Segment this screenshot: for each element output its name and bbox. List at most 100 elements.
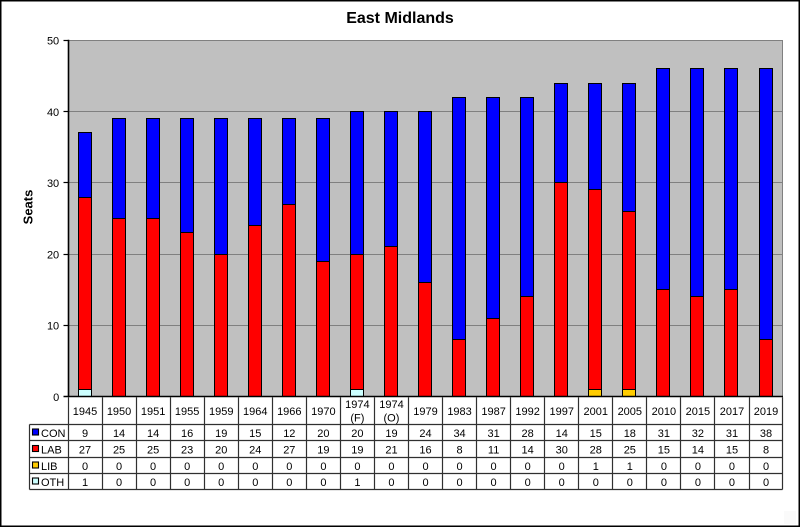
svg-text:31: 31 xyxy=(726,428,738,440)
svg-text:0: 0 xyxy=(184,461,190,473)
svg-text:0: 0 xyxy=(286,477,292,489)
svg-text:0: 0 xyxy=(627,477,633,489)
svg-text:0: 0 xyxy=(286,461,292,473)
svg-text:0: 0 xyxy=(320,461,326,473)
svg-text:19: 19 xyxy=(351,445,363,457)
svg-text:OTH: OTH xyxy=(41,477,64,489)
svg-text:0: 0 xyxy=(695,461,701,473)
svg-text:30: 30 xyxy=(556,445,568,457)
svg-text:30: 30 xyxy=(47,178,59,190)
svg-text:15: 15 xyxy=(726,445,738,457)
svg-text:14: 14 xyxy=(556,428,568,440)
svg-text:1: 1 xyxy=(593,461,599,473)
svg-text:1974: 1974 xyxy=(379,399,403,411)
svg-text:15: 15 xyxy=(590,428,602,440)
svg-text:1974: 1974 xyxy=(345,399,369,411)
svg-text:1964: 1964 xyxy=(243,406,267,418)
svg-text:20: 20 xyxy=(317,428,329,440)
svg-text:Seats: Seats xyxy=(20,190,35,225)
svg-text:1966: 1966 xyxy=(277,406,301,418)
svg-text:0: 0 xyxy=(525,461,531,473)
svg-text:1955: 1955 xyxy=(175,406,199,418)
svg-text:25: 25 xyxy=(624,445,636,457)
svg-text:0: 0 xyxy=(457,461,463,473)
svg-text:18: 18 xyxy=(624,428,636,440)
svg-text:34: 34 xyxy=(453,428,465,440)
svg-text:21: 21 xyxy=(385,445,397,457)
svg-text:(O): (O) xyxy=(384,412,400,424)
svg-text:0: 0 xyxy=(593,477,599,489)
svg-text:2001: 2001 xyxy=(584,406,608,418)
svg-text:1959: 1959 xyxy=(209,406,233,418)
svg-text:1997: 1997 xyxy=(549,406,573,418)
svg-text:14: 14 xyxy=(113,428,125,440)
svg-text:0: 0 xyxy=(422,477,428,489)
svg-text:LAB: LAB xyxy=(41,445,62,457)
svg-text:1: 1 xyxy=(354,477,360,489)
svg-text:0: 0 xyxy=(354,461,360,473)
svg-text:20: 20 xyxy=(47,249,59,261)
svg-text:24: 24 xyxy=(249,445,261,457)
svg-text:31: 31 xyxy=(658,428,670,440)
svg-text:27: 27 xyxy=(79,445,91,457)
svg-text:16: 16 xyxy=(419,445,431,457)
svg-text:0: 0 xyxy=(218,477,224,489)
svg-text:24: 24 xyxy=(419,428,431,440)
svg-text:19: 19 xyxy=(317,445,329,457)
svg-text:28: 28 xyxy=(522,428,534,440)
svg-text:31: 31 xyxy=(487,428,499,440)
svg-text:2015: 2015 xyxy=(686,406,710,418)
svg-text:2019: 2019 xyxy=(754,406,778,418)
svg-text:0: 0 xyxy=(82,461,88,473)
svg-text:15: 15 xyxy=(249,428,261,440)
svg-text:0: 0 xyxy=(150,461,156,473)
svg-text:1945: 1945 xyxy=(73,406,97,418)
svg-text:0: 0 xyxy=(763,477,769,489)
svg-text:9: 9 xyxy=(82,428,88,440)
svg-text:0: 0 xyxy=(53,392,59,404)
svg-text:20: 20 xyxy=(215,445,227,457)
svg-text:0: 0 xyxy=(559,477,565,489)
svg-text:1951: 1951 xyxy=(141,406,165,418)
svg-text:1950: 1950 xyxy=(107,406,131,418)
svg-text:0: 0 xyxy=(661,477,667,489)
svg-text:0: 0 xyxy=(422,461,428,473)
svg-text:25: 25 xyxy=(113,445,125,457)
svg-text:0: 0 xyxy=(457,477,463,489)
svg-text:25: 25 xyxy=(147,445,159,457)
svg-text:0: 0 xyxy=(252,461,258,473)
svg-text:0: 0 xyxy=(525,477,531,489)
svg-text:20: 20 xyxy=(351,428,363,440)
svg-text:15: 15 xyxy=(658,445,670,457)
svg-text:CON: CON xyxy=(41,428,66,440)
svg-text:10: 10 xyxy=(47,321,59,333)
svg-text:40: 40 xyxy=(47,107,59,119)
svg-text:0: 0 xyxy=(218,461,224,473)
svg-text:East Midlands: East Midlands xyxy=(346,10,454,27)
svg-text:1983: 1983 xyxy=(447,406,471,418)
svg-text:0: 0 xyxy=(116,477,122,489)
svg-text:1992: 1992 xyxy=(515,406,539,418)
svg-text:0: 0 xyxy=(252,477,258,489)
svg-text:0: 0 xyxy=(763,461,769,473)
svg-text:0: 0 xyxy=(116,461,122,473)
svg-text:19: 19 xyxy=(215,428,227,440)
svg-text:14: 14 xyxy=(147,428,159,440)
svg-text:1: 1 xyxy=(627,461,633,473)
svg-text:(F): (F) xyxy=(350,412,364,424)
svg-text:8: 8 xyxy=(457,445,463,457)
svg-text:1979: 1979 xyxy=(413,406,437,418)
svg-text:0: 0 xyxy=(388,477,394,489)
svg-text:0: 0 xyxy=(491,461,497,473)
svg-text:LIB: LIB xyxy=(41,461,58,473)
svg-text:2005: 2005 xyxy=(618,406,642,418)
svg-text:27: 27 xyxy=(283,445,295,457)
svg-text:14: 14 xyxy=(522,445,534,457)
svg-text:19: 19 xyxy=(385,428,397,440)
svg-text:1987: 1987 xyxy=(481,406,505,418)
svg-text:0: 0 xyxy=(150,477,156,489)
svg-text:0: 0 xyxy=(729,477,735,489)
svg-text:28: 28 xyxy=(590,445,602,457)
svg-text:0: 0 xyxy=(491,477,497,489)
svg-text:14: 14 xyxy=(692,445,704,457)
